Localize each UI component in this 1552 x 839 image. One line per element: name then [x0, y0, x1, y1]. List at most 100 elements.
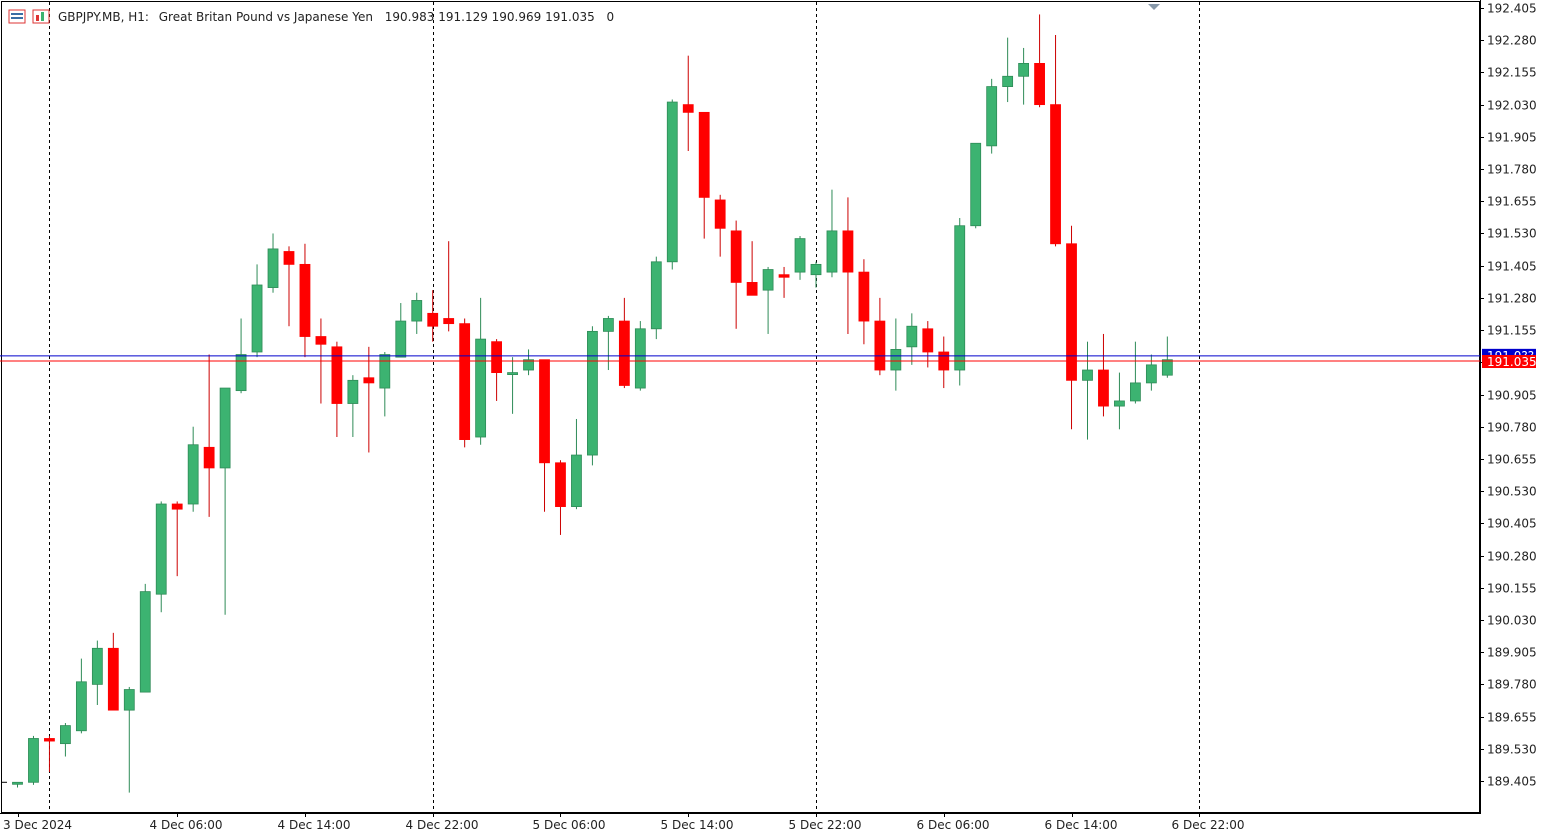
bull-candle	[1130, 341, 1141, 404]
bull-candle	[970, 142, 982, 229]
price-tick-label: 190.030	[1487, 614, 1537, 628]
price-tick-label: 190.280	[1487, 550, 1537, 564]
bear-candle	[922, 321, 934, 368]
price-tick-label: 189.405	[1487, 775, 1537, 789]
bull-candle	[267, 233, 279, 293]
candle-body	[1098, 369, 1109, 407]
candle-body	[1130, 382, 1141, 402]
bull-candle	[187, 426, 199, 512]
candle-body	[810, 263, 822, 276]
bear-candle	[203, 354, 215, 517]
candle-body	[539, 359, 550, 464]
bull-candle	[1002, 37, 1014, 103]
price-tick-label: 189.530	[1487, 743, 1537, 757]
price-tick-label: 192.280	[1487, 34, 1537, 48]
time-tick-label: 5 Dec 14:00	[661, 818, 734, 832]
plot-frame	[1, 1, 1480, 813]
header-description: Great Britan Pound vs Japanese Yen	[159, 10, 373, 24]
bull-candle	[139, 583, 151, 693]
price-tick-label: 191.655	[1487, 195, 1537, 209]
bear-candle	[618, 297, 630, 389]
candle-body	[475, 338, 487, 438]
bull-candle	[28, 735, 39, 785]
price-axis[interactable]	[1480, 0, 1552, 839]
bear-candle	[874, 297, 886, 376]
time-tick-label: 6 Dec 06:00	[917, 818, 990, 832]
candle-body	[954, 225, 966, 371]
bull-candle	[75, 658, 87, 734]
candle-body	[1034, 62, 1045, 106]
bull-candle	[986, 78, 998, 154]
candle-body	[347, 379, 359, 404]
candle-body	[187, 444, 199, 505]
candle-body	[75, 681, 87, 732]
price-axis-ticks: 192.405 192.280 192.155 192.030 191.905 191.7…	[1480, 2, 1537, 789]
day-separators	[49, 2, 1200, 812]
bear-candle	[539, 359, 550, 512]
bull-candle	[1161, 336, 1173, 378]
bear-candle	[363, 346, 375, 453]
bull-candle	[762, 266, 774, 334]
window-menu-icon[interactable]	[8, 9, 26, 24]
bear-candle	[1050, 35, 1061, 247]
bid-price-tag: 191.035	[1482, 355, 1537, 369]
price-tick-label: 192.155	[1487, 66, 1537, 80]
candle-body	[443, 318, 455, 325]
price-tick-label: 191.155	[1487, 324, 1537, 338]
price-tick-label: 190.155	[1487, 582, 1537, 596]
price-tick-label: 189.655	[1487, 711, 1537, 725]
candle-body	[587, 330, 598, 456]
price-tick-label: 192.405	[1487, 2, 1537, 16]
bull-candle	[666, 99, 678, 270]
candle-body	[698, 111, 710, 198]
bull-candle	[411, 292, 423, 334]
bull-candle	[650, 256, 662, 340]
candle-body	[1002, 75, 1014, 87]
bull-candle	[155, 501, 167, 613]
time-tick-label: 3 Dec 2024	[3, 818, 72, 832]
price-tick-label: 191.780	[1487, 163, 1537, 177]
bull-candle	[123, 686, 135, 793]
bear-candle	[858, 259, 870, 345]
candle-body	[411, 300, 423, 322]
candle-body	[123, 689, 135, 711]
candle-body	[507, 372, 518, 375]
candle-body	[571, 454, 582, 507]
time-tick-label: 6 Dec 14:00	[1045, 818, 1118, 832]
bear-candle	[299, 243, 311, 358]
chart-header: GBPJPY.MB, H1: Great Britan Pound vs Jap…	[8, 9, 614, 24]
chart-shift-marker[interactable]	[1148, 4, 1160, 10]
price-tick-label: 189.780	[1487, 678, 1537, 692]
candle-body	[970, 142, 982, 227]
time-tick-label: 4 Dec 14:00	[278, 818, 351, 832]
candle-body	[44, 738, 55, 742]
chart-properties-icon[interactable]	[32, 9, 50, 24]
candle-body	[826, 230, 838, 273]
bull-candle	[1082, 341, 1093, 440]
candle-body	[427, 312, 439, 327]
time-axis-ticks: 3 Dec 2024 4 Dec 06:00 4 Dec 14:00 4 Dec 22…	[3, 813, 1245, 832]
candle-body	[171, 503, 183, 510]
candle-body	[906, 325, 918, 348]
price-lines	[0, 355, 1480, 362]
price-tick-label: 190.405	[1487, 517, 1537, 531]
candle-body	[1050, 104, 1061, 245]
price-tick-label: 191.405	[1487, 260, 1537, 274]
bull-candle	[794, 236, 806, 280]
candle-body	[491, 341, 503, 373]
candle-body	[794, 238, 806, 273]
price-tick-label: 191.280	[1487, 292, 1537, 306]
bull-candle	[587, 326, 598, 466]
bull-candle	[12, 781, 23, 788]
bull-candle	[91, 640, 103, 705]
candle-body	[283, 251, 295, 265]
bull-candle	[475, 297, 487, 445]
price-tick-label: 192.030	[1487, 99, 1537, 113]
candle-body	[874, 320, 886, 371]
candle-body	[1114, 400, 1125, 407]
svg-text:191.035: 191.035	[1487, 355, 1537, 369]
candle-body	[28, 738, 39, 783]
candle-body	[379, 354, 391, 389]
